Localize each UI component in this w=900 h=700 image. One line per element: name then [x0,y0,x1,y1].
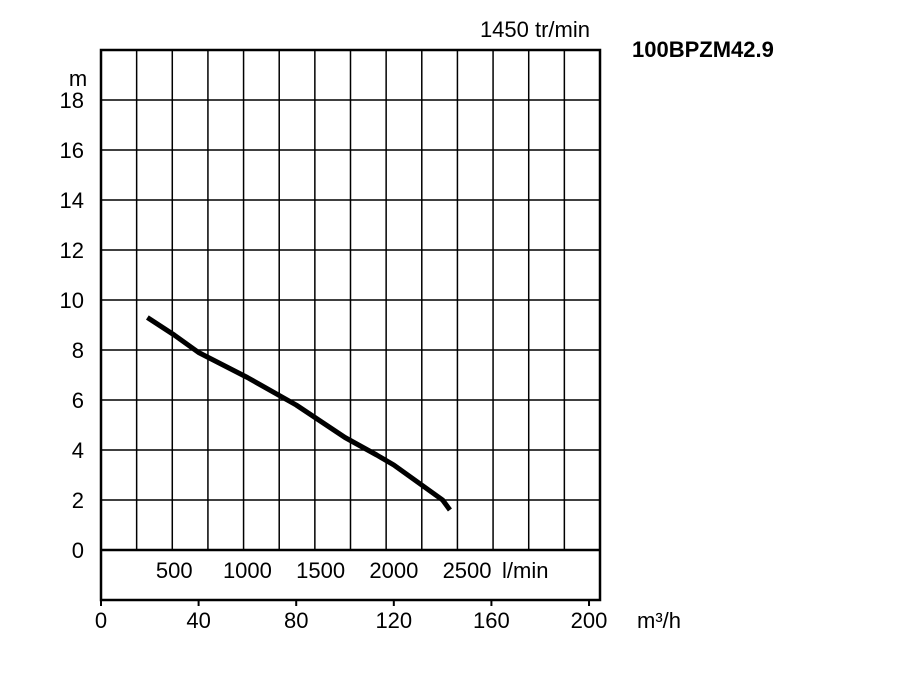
x2-tick-label: 1500 [296,558,345,583]
x-tick-label: 80 [284,608,308,633]
x2-tick-label: 2000 [369,558,418,583]
y-tick-label: 4 [72,438,84,463]
y-tick-label: 18 [60,88,84,113]
y-tick-label: 8 [72,338,84,363]
y-tick-label: 2 [72,488,84,513]
y-tick-label: 14 [60,188,84,213]
curve [145,315,452,512]
chart-title: 100BPZM42.9 [632,37,774,62]
x2-axis-label: l/min [502,558,548,583]
x2-tick-label: 500 [156,558,193,583]
x-tick-label: 200 [571,608,608,633]
x-tick-label: 160 [473,608,510,633]
y-axis-label: m [69,66,87,91]
y-tick-label: 16 [60,138,84,163]
x-axis-label: m³/h [637,608,681,633]
chart-subtitle: 1450 tr/min [480,17,590,42]
y-tick-label: 6 [72,388,84,413]
x2-tick-label: 1000 [223,558,272,583]
x2-tick-label: 2500 [443,558,492,583]
x-tick-label: 40 [186,608,210,633]
y-tick-label: 0 [72,538,84,563]
x-tick-label: 0 [95,608,107,633]
y-tick-label: 10 [60,288,84,313]
x-tick-label: 120 [375,608,412,633]
y-tick-label: 12 [60,238,84,263]
